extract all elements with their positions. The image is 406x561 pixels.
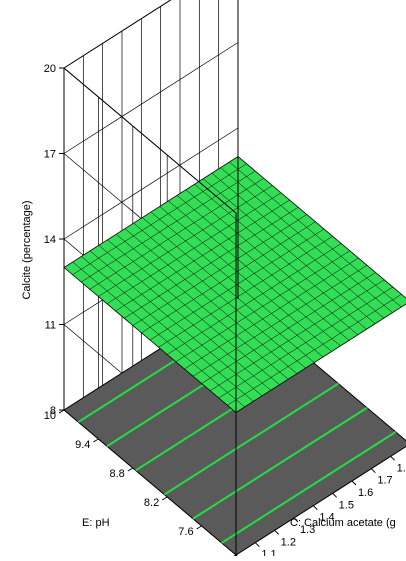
z-axis-title: Calcite (percentage): [21, 200, 33, 299]
x-tick-label: 8.8: [110, 468, 125, 480]
surface-gridline: [124, 207, 299, 319]
x-tick-label: 7.6: [178, 526, 193, 538]
x-tick-label: 10: [44, 410, 56, 422]
y-tick-mark: [312, 505, 318, 511]
z-tick-label: 14: [44, 234, 56, 246]
x-tick-label: 9.4: [75, 439, 90, 451]
surface-gridline: [211, 172, 385, 319]
surface-gridline: [194, 184, 367, 330]
contour-line: [163, 382, 339, 496]
z-tick-label: 8: [50, 405, 56, 417]
wall-gridline: [63, 127, 239, 240]
surface-gridline: [220, 167, 393, 313]
y-tick-label: 1.2: [281, 536, 296, 548]
z-tick-label: 20: [44, 63, 56, 75]
x-tick-mark: [161, 496, 168, 501]
y-tick-mark: [274, 529, 280, 535]
x-tick-mark: [196, 525, 202, 530]
y-tick-label: 1.8: [397, 462, 406, 474]
surface-gridline: [141, 221, 316, 333]
surface-gridline: [176, 195, 350, 341]
y-tick-mark: [351, 480, 357, 486]
y-tick-mark: [390, 455, 396, 461]
surface-fill: [63, 156, 406, 413]
surface-gridline: [168, 200, 341, 347]
z-tick-label: 17: [44, 149, 56, 161]
surface-gridline: [115, 199, 290, 312]
surface-gridline: [106, 192, 282, 304]
surface-gridline: [81, 170, 256, 283]
x-tick-label: 8.2: [144, 497, 159, 509]
wall-gridline: [63, 0, 172, 69]
y-tick-mark: [332, 492, 338, 498]
y-tick-label: 1.3: [300, 524, 315, 536]
surface-gridline: [89, 178, 264, 290]
surface-gridline: [203, 178, 376, 324]
z-tick-label: 11: [45, 320, 56, 332]
surface-gridline: [72, 163, 247, 275]
surface-gridline: [98, 185, 273, 297]
surface-gridline: [185, 189, 358, 335]
x-axis-title: E: pH: [82, 517, 110, 529]
y-tick-label: 1.5: [339, 499, 354, 511]
surface-gridline: [132, 214, 307, 326]
y-tick-label: 1.6: [358, 487, 373, 499]
z-axis-ticks: 8 11 14 17 20: [44, 63, 64, 417]
surface-gridline: [229, 161, 402, 308]
x-tick-mark: [93, 438, 99, 443]
surface-gridline: [150, 211, 324, 358]
y-tick-label: 1.7: [377, 475, 392, 487]
contour-line: [192, 406, 368, 520]
x-tick-mark: [58, 409, 65, 414]
x-tick-mark: [127, 467, 134, 472]
y-tick-label: 1.4: [319, 512, 334, 524]
y-tick-mark: [370, 468, 376, 474]
y-axis-title: C: Calcium acetate (g: [290, 517, 396, 529]
surface-gridline: [159, 206, 332, 352]
y-tick-mark: [254, 542, 260, 548]
wall-gridline: [63, 42, 239, 154]
contour-line: [221, 431, 397, 544]
response-surface: [63, 156, 406, 413]
y-tick-label: 1.1: [261, 549, 276, 556]
y-tick-mark: [293, 517, 299, 523]
